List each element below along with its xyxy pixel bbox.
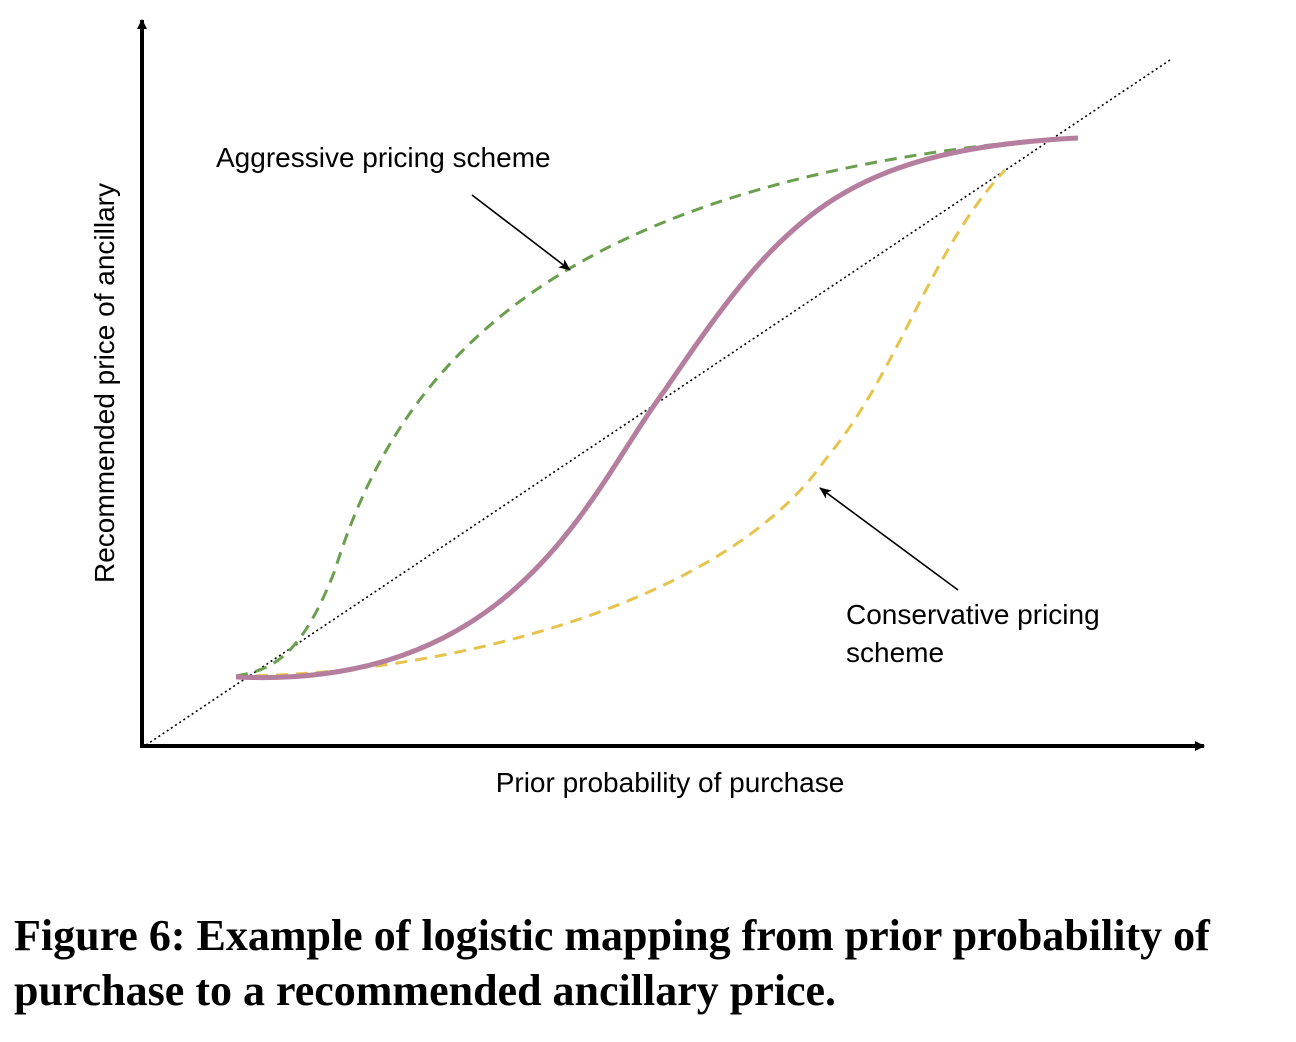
aggressive-scheme-label: Aggressive pricing scheme [216, 142, 551, 173]
conservative-annotation-arrow [819, 487, 959, 591]
logistic-pricing-curve [235, 135, 1079, 681]
y-axis-label: Recommended price of ancillary [89, 183, 120, 583]
conservative-scheme-label-line2: scheme [846, 637, 944, 668]
figure-caption: Figure 6: Example of logistic mapping fr… [14, 911, 1210, 1015]
conservative-pricing-curve [235, 168, 1007, 678]
logistic-mapping-diagram: Aggressive pricing scheme Conservative p… [89, 19, 1205, 798]
aggressive-pricing-curve [235, 136, 1061, 678]
x-axis-label: Prior probability of purchase [496, 767, 845, 798]
conservative-scheme-label-line1: Conservative pricing [846, 599, 1100, 630]
aggressive-annotation-arrow [471, 194, 571, 271]
